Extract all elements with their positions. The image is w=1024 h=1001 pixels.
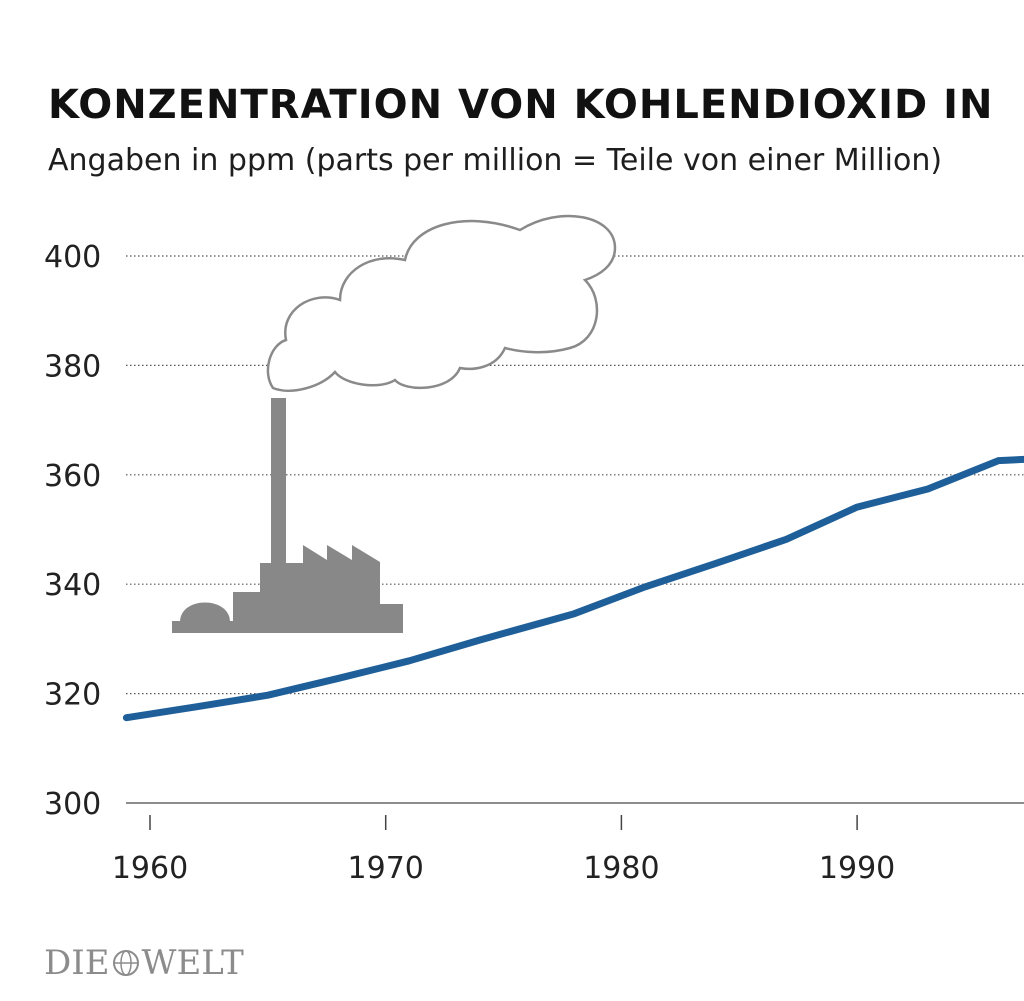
y-tick-label: 360 (44, 459, 101, 494)
y-axis-tick-labels: 400 380 360 340 320 300 (44, 240, 101, 822)
factory-illustration (172, 398, 403, 633)
logo-text-right: WELT (141, 943, 244, 983)
chart-title: KONZENTRATION VON KOHLENDIOXID IN (48, 82, 994, 128)
chart-subtitle: Angaben in ppm (parts per million = Teil… (48, 143, 943, 178)
y-tick-label: 320 (44, 678, 101, 713)
x-tick-label: 1990 (819, 851, 895, 886)
y-tick-label: 340 (44, 568, 101, 603)
co2-concentration-line (122, 455, 1024, 722)
y-tick-label: 380 (44, 349, 101, 384)
y-tick-label: 400 (44, 240, 101, 275)
globe-icon (112, 950, 139, 976)
x-axis: 1960 1970 1980 1990 (112, 815, 895, 886)
y-tick-label: 300 (44, 787, 101, 822)
x-tick-label: 1980 (583, 851, 659, 886)
die-welt-logo: DIE WELT (44, 943, 244, 983)
smoke-cloud-illustration (266, 214, 617, 392)
x-tick-label: 1960 (112, 851, 188, 886)
logo-text-left: DIE (44, 943, 110, 983)
x-tick-label: 1970 (348, 851, 424, 886)
